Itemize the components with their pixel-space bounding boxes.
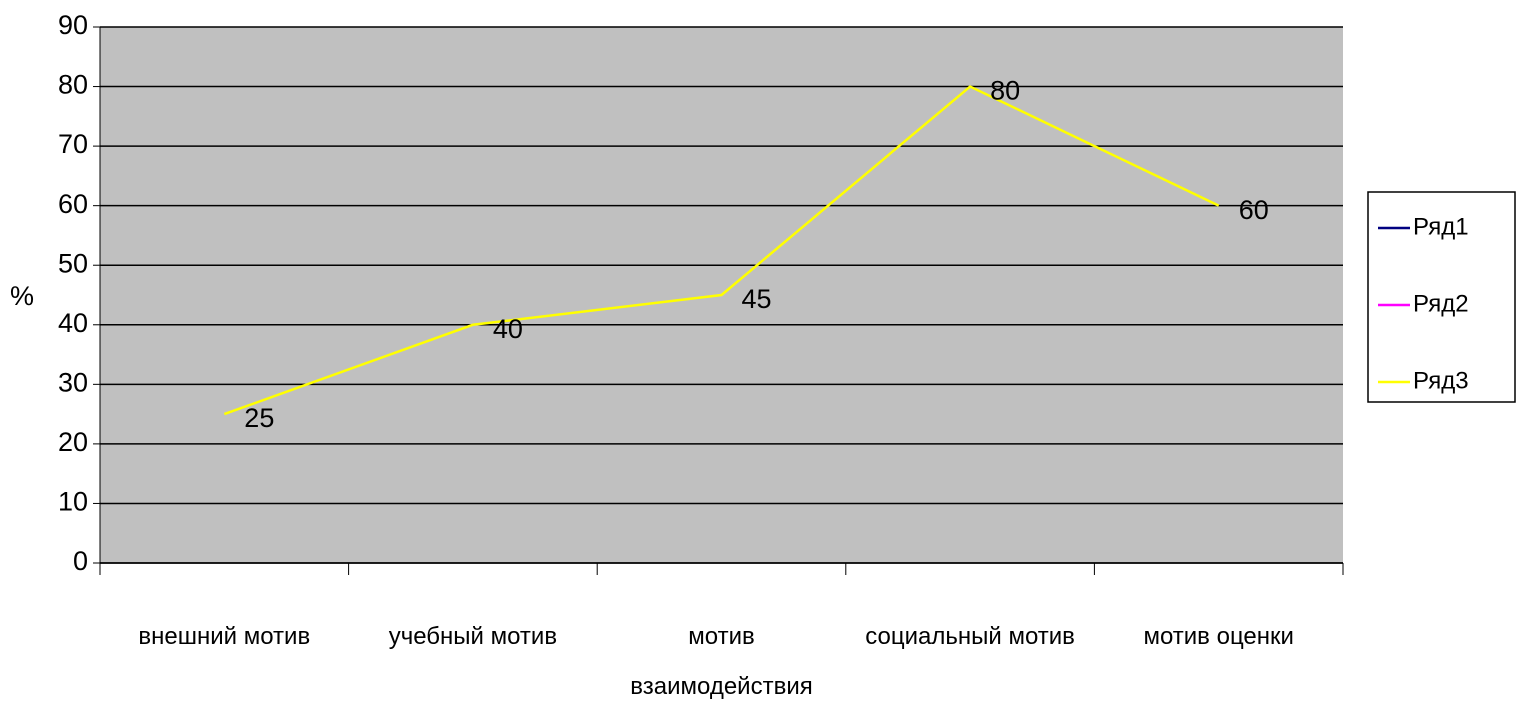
x-tick-label: мотив оценки: [1143, 623, 1294, 650]
y-tick-label: 40: [58, 308, 88, 338]
y-tick-label: 50: [58, 248, 88, 278]
y-tick-label: 30: [58, 367, 88, 397]
legend-label: Ряд3: [1413, 367, 1469, 394]
data-label: 60: [1239, 195, 1269, 225]
y-tick-label: 80: [58, 70, 88, 100]
y-tick-label: 70: [58, 129, 88, 159]
data-label: 40: [493, 314, 523, 344]
y-tick-label: 10: [58, 487, 88, 517]
data-label: 45: [742, 284, 772, 314]
data-label: 80: [990, 76, 1020, 106]
y-tick-label: 20: [58, 427, 88, 457]
y-axis-label: %: [10, 281, 34, 311]
legend-label: Ряд2: [1413, 290, 1469, 317]
x-tick-label: учебный мотив: [388, 623, 558, 650]
x-tick-label: внешний мотив: [138, 623, 311, 650]
series-line: [223, 85, 1220, 416]
y-tick-label: 90: [58, 10, 88, 40]
x-tick-label: социальный мотив: [865, 623, 1075, 650]
y-tick-label: 0: [73, 546, 88, 576]
data-label: 25: [244, 403, 274, 433]
y-tick-label: 60: [58, 189, 88, 219]
legend-label: Ряд1: [1413, 213, 1469, 240]
x-tick-label: мотив взаимодействия: [630, 623, 813, 700]
